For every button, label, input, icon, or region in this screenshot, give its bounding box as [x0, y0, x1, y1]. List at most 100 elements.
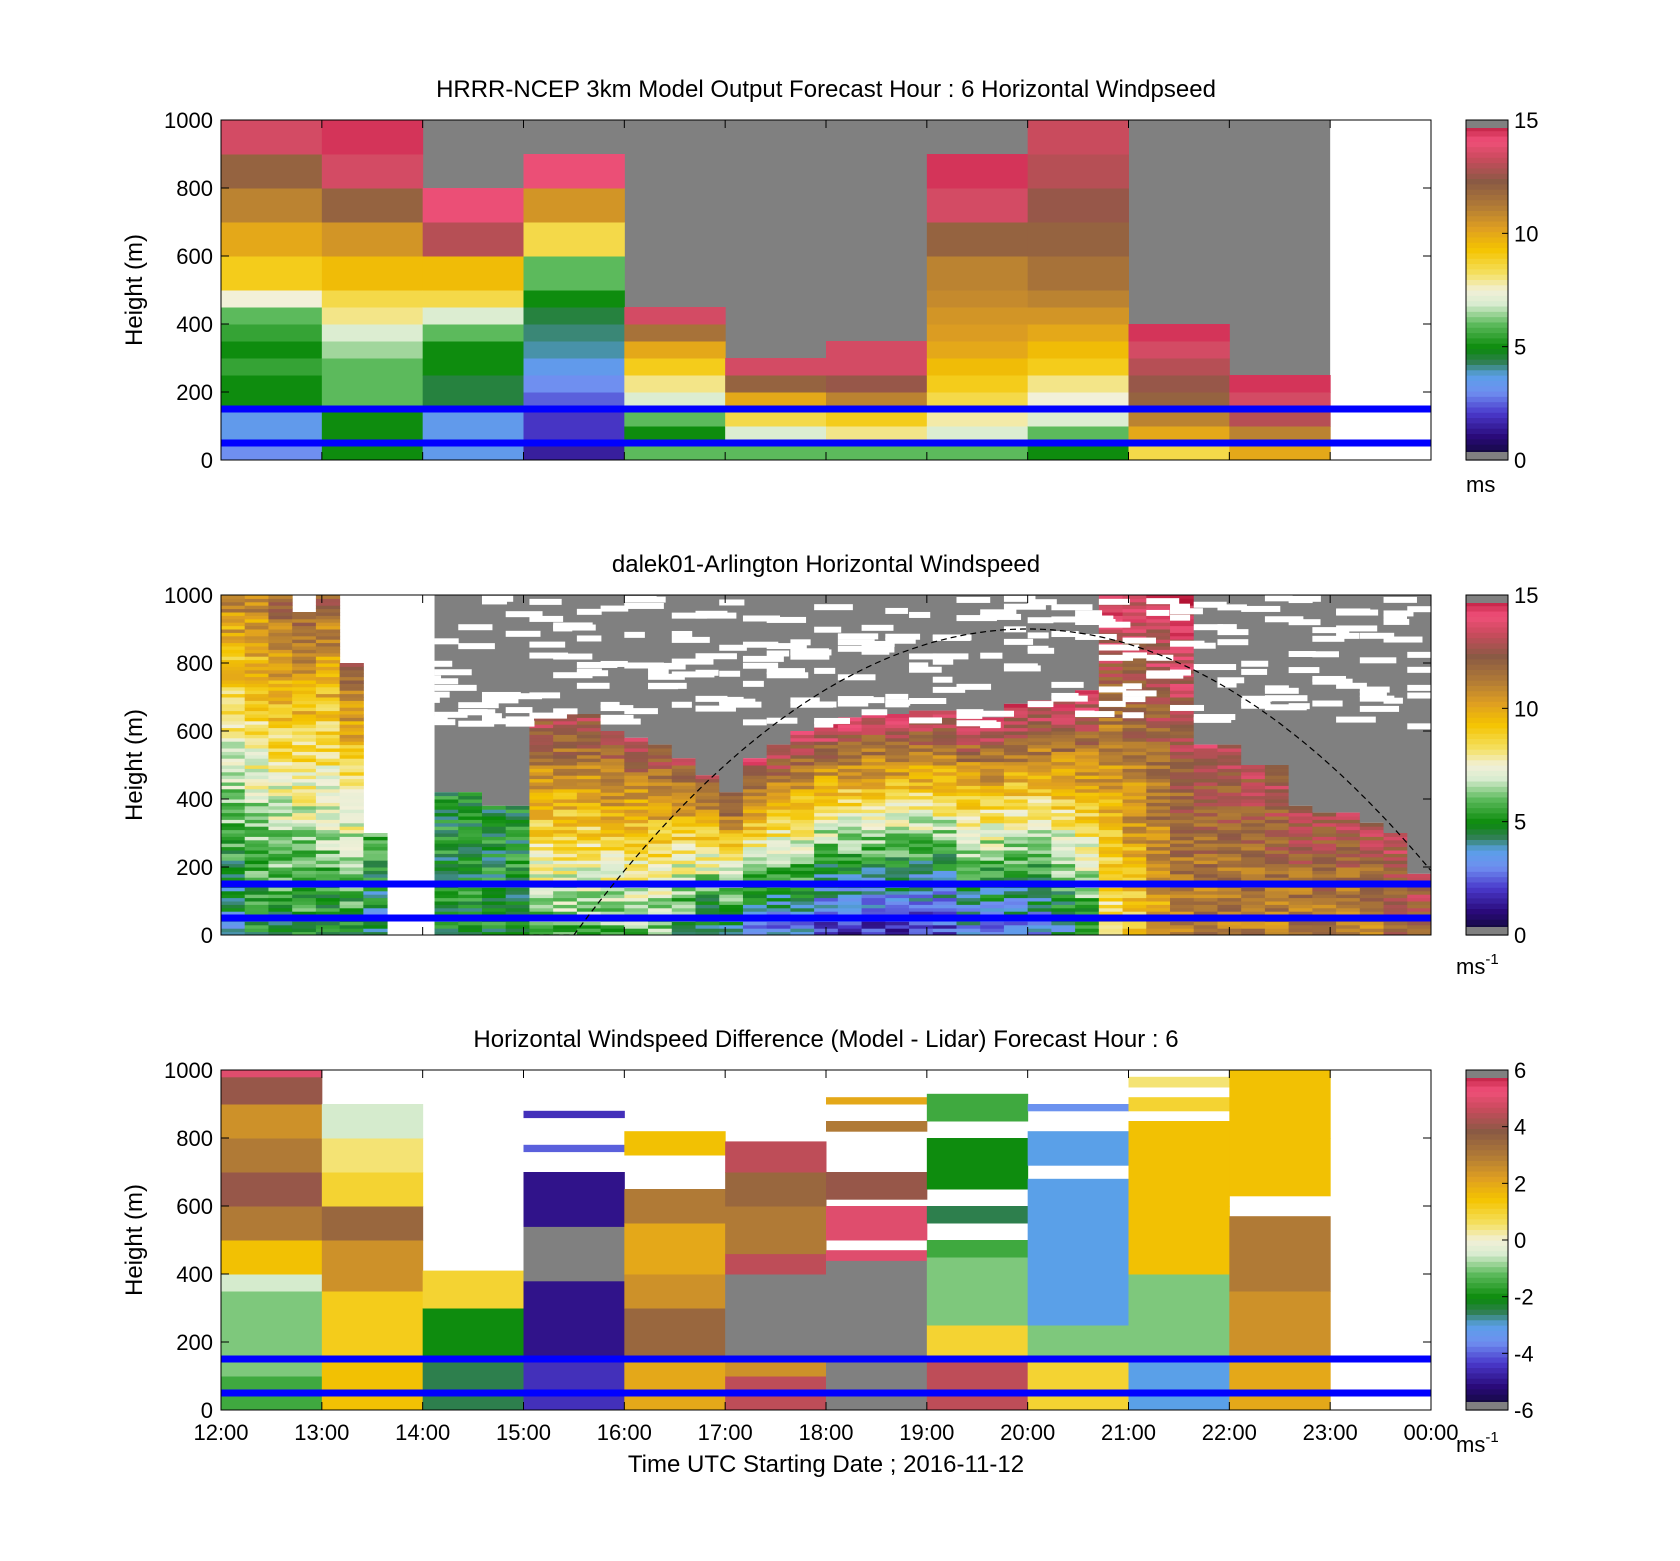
- heatmap-cell: [885, 724, 910, 729]
- heatmap-cell: [1027, 426, 1129, 444]
- heatmap-cell: [529, 829, 554, 834]
- colorbar-swatch: [1466, 632, 1508, 639]
- heatmap-cell: [553, 802, 578, 807]
- missing-data-gap: [1217, 639, 1249, 646]
- heatmap-cell: [909, 727, 934, 732]
- heatmap-cell: [742, 860, 768, 865]
- heatmap-cell: [315, 669, 341, 674]
- colorbar-swatch: [1466, 865, 1508, 872]
- heatmap-cell: [1027, 809, 1052, 814]
- heatmap-cell: [529, 737, 554, 742]
- heatmap-cell: [1217, 775, 1242, 780]
- colorbar-swatch: [1466, 1139, 1508, 1145]
- heatmap-cell: [292, 720, 317, 725]
- heatmap-cell: [553, 768, 578, 773]
- heatmap-cell: [1217, 890, 1242, 895]
- heatmap-cell: [576, 931, 602, 935]
- heatmap-cell: [671, 771, 697, 776]
- heatmap-cell: [553, 765, 578, 769]
- heatmap-cell: [315, 907, 341, 912]
- colorbar-swatch: [1466, 648, 1508, 655]
- heatmap-cell: [814, 744, 839, 749]
- heatmap-cell: [719, 853, 744, 858]
- heatmap-cell: [790, 741, 815, 746]
- heatmap-cell: [1146, 768, 1171, 773]
- heatmap-cell: [1098, 911, 1124, 916]
- heatmap-cell: [1217, 911, 1242, 916]
- heatmap-cell: [529, 748, 554, 752]
- heatmap-cell: [1193, 904, 1218, 909]
- heatmap-cell: [932, 724, 957, 729]
- heatmap-cell: [244, 710, 269, 715]
- heatmap-cell: [292, 768, 317, 773]
- heatmap-cell: [292, 826, 317, 831]
- heatmap-cell: [292, 860, 317, 865]
- missing-data-gap: [1312, 635, 1345, 642]
- heatmap-cell: [221, 901, 246, 905]
- heatmap-cell: [529, 856, 554, 861]
- heatmap-cell: [624, 778, 649, 783]
- heatmap-cell: [1407, 887, 1431, 892]
- heatmap-cell: [339, 901, 364, 905]
- heatmap-cell: [885, 744, 910, 749]
- heatmap-cell: [861, 751, 886, 756]
- heatmap-cell: [837, 904, 863, 909]
- heatmap-cell: [742, 819, 768, 824]
- colorbar-swatch: [1466, 311, 1508, 318]
- missing-data-gap: [814, 721, 834, 728]
- heatmap-cell: [523, 1359, 625, 1410]
- missing-data-gap: [1146, 609, 1170, 616]
- heatmap-cell: [1051, 826, 1076, 831]
- heatmap-cell: [861, 792, 886, 797]
- heatmap-cell: [523, 392, 625, 410]
- heatmap-cell: [339, 805, 364, 810]
- heatmap-cell: [837, 778, 863, 783]
- heatmap-cell: [1146, 921, 1171, 926]
- heatmap-cell: [458, 792, 483, 797]
- heatmap-cell: [1146, 829, 1171, 834]
- heatmap-cell: [339, 795, 364, 800]
- colorbar-swatch: [1466, 897, 1508, 904]
- heatmap-cell: [885, 877, 910, 882]
- heatmap-cell: [600, 921, 625, 926]
- heatmap-cell: [600, 907, 625, 912]
- colorbar-swatch: [1466, 770, 1508, 777]
- heatmap-cell: [1359, 850, 1385, 854]
- missing-data-gap: [434, 684, 477, 691]
- heatmap-cell: [624, 375, 726, 393]
- heatmap-cell: [861, 788, 886, 793]
- heatmap-cell: [671, 928, 697, 933]
- heatmap-cell: [837, 809, 863, 814]
- heatmap-cell: [321, 443, 424, 460]
- colorbar-swatch: [1466, 189, 1508, 195]
- heatmap-cell: [422, 290, 524, 308]
- colorbar-swatch: [1466, 1080, 1508, 1087]
- heatmap-cell: [244, 799, 269, 803]
- colorbar-swatch: [1466, 642, 1508, 649]
- heatmap-cell: [648, 829, 673, 834]
- heatmap-cell: [1383, 867, 1408, 871]
- heatmap-cell: [1122, 595, 1147, 599]
- heatmap-cell: [221, 887, 246, 892]
- heatmap-cell: [932, 785, 957, 790]
- heatmap-cell: [861, 867, 886, 871]
- colorbar-swatch: [1466, 135, 1508, 142]
- heatmap-cell: [553, 761, 578, 766]
- missing-data-gap: [1336, 632, 1360, 639]
- heatmap-cell: [292, 863, 317, 868]
- heatmap-cell: [458, 829, 483, 834]
- heatmap-cell: [766, 901, 791, 905]
- heatmap-cell: [648, 863, 673, 868]
- heatmap-cell: [1359, 911, 1385, 916]
- heatmap-cell: [1193, 751, 1218, 756]
- missing-data-gap: [410, 675, 442, 682]
- heatmap-cell: [837, 799, 863, 803]
- missing-data-gap: [434, 678, 459, 685]
- heatmap-cell: [268, 822, 293, 827]
- heatmap-cell: [553, 843, 578, 848]
- missing-data-gap: [458, 702, 499, 709]
- heatmap-cell: [292, 683, 317, 688]
- heatmap-cell: [1003, 775, 1029, 780]
- heatmap-cell: [315, 775, 341, 780]
- missing-data-gap: [837, 674, 876, 681]
